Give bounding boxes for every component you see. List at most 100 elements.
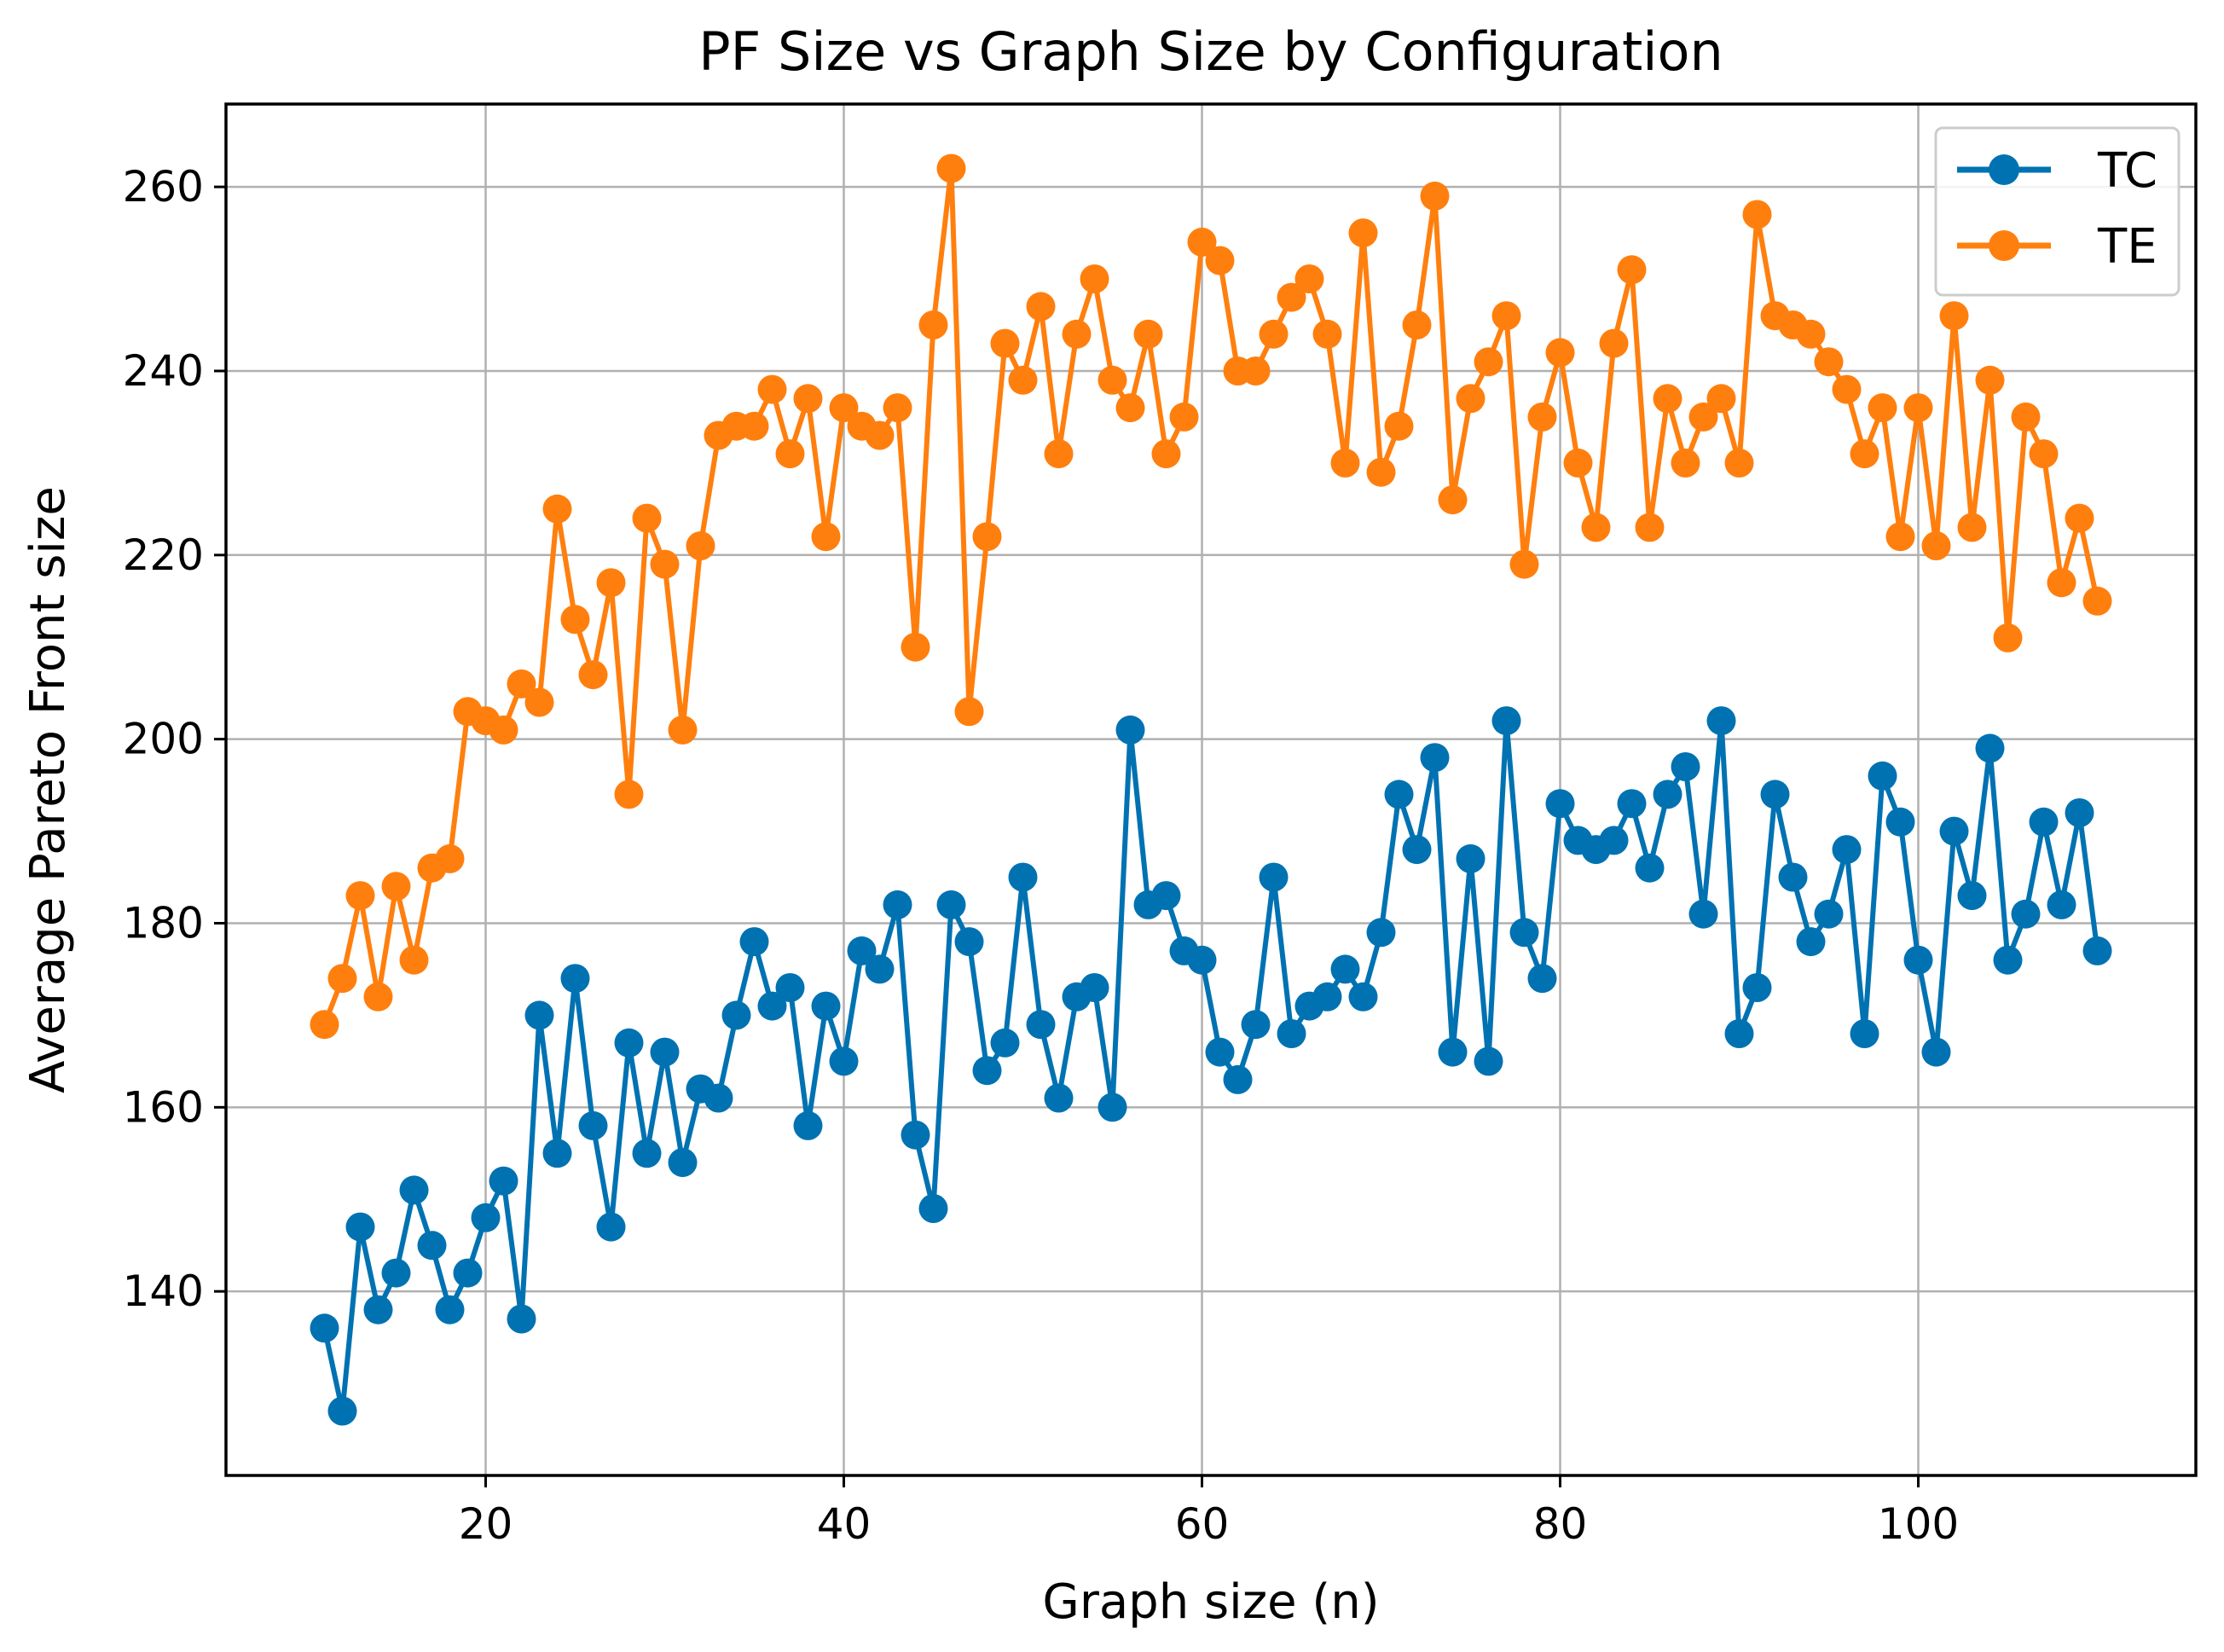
series-te-point [1438, 485, 1468, 515]
series-te-point [1706, 384, 1736, 414]
series-te-point [2082, 586, 2112, 616]
series-tc-point [775, 973, 805, 1002]
series-tc-point [1026, 1010, 1056, 1040]
series-tc-point [739, 927, 769, 957]
x-axis-label: Graph size (n) [1042, 1574, 1379, 1630]
series-te-point [1474, 347, 1503, 377]
series-tc-point [1706, 706, 1736, 736]
series-te-point [1635, 513, 1665, 542]
y-tick-label: 220 [123, 530, 204, 580]
series-te-point [524, 687, 554, 717]
series-te-point [1814, 347, 1844, 377]
series-te-point [1724, 448, 1754, 478]
series-te-point [2011, 402, 2041, 432]
series-te-point [1026, 292, 1056, 322]
x-tick-label: 20 [459, 1499, 513, 1549]
series-tc-point [1760, 780, 1790, 809]
series-tc-point [560, 964, 590, 994]
series-te-point [954, 697, 984, 727]
series-te-point [345, 881, 375, 911]
series-te-point [1671, 448, 1700, 478]
series-te-point [1850, 439, 1879, 469]
series-te-point [793, 384, 823, 414]
series-te-point [990, 328, 1020, 358]
series-tc-point [1832, 835, 1862, 865]
series-te-point [1044, 439, 1074, 469]
series-tc-point [435, 1295, 465, 1324]
series-tc-point [1617, 789, 1647, 819]
series-tc [310, 706, 2112, 1426]
series-te-point [865, 420, 895, 450]
series-tc-point [650, 1037, 680, 1067]
series-tc-point [1796, 927, 1826, 957]
y-tick-label: 200 [123, 715, 204, 764]
series-te-point [435, 843, 465, 873]
y-tick-label: 260 [123, 162, 204, 212]
series-tc-point [1993, 945, 2023, 975]
series-te-point [811, 522, 841, 552]
series-te-point [327, 964, 357, 994]
series-tc-point [614, 1028, 644, 1058]
series-te-point [1939, 301, 1969, 331]
series-te-point [1187, 227, 1217, 257]
series-tc-point [1975, 733, 2005, 763]
series-tc-point [1348, 982, 1378, 1011]
series-tc-line [321, 718, 2100, 1414]
series-tc-point [1187, 945, 1217, 975]
series-te-point [686, 531, 715, 560]
series-te-point [2065, 503, 2094, 533]
series-te-point [1420, 181, 1450, 211]
series-tc-point [1384, 780, 1414, 809]
series-te-point [829, 393, 859, 423]
series-tc-point [310, 1313, 339, 1343]
series-tc-point [1724, 1019, 1754, 1048]
series-te-point [1294, 264, 1324, 293]
series-te-point [1688, 402, 1718, 432]
series-tc-point [1903, 945, 1933, 975]
series-te-point [1796, 319, 1826, 349]
series-tc-point [1474, 1046, 1503, 1076]
series-tc-point [1098, 1093, 1127, 1122]
series-te-point [739, 411, 769, 441]
series-tc-point [1778, 862, 1808, 892]
series-tc-point [1850, 1019, 1879, 1048]
series-tc-point [954, 927, 984, 957]
series-te-point [363, 982, 393, 1011]
series-tc-point [471, 1203, 501, 1232]
series-tc-point [2011, 899, 2041, 929]
legend: TC TE [1934, 126, 2181, 297]
series-te-point [1563, 448, 1593, 478]
series-te-point [936, 154, 966, 183]
series-te-point [1115, 393, 1145, 423]
series-te-point [1545, 338, 1575, 368]
series-te-point [1133, 319, 1163, 349]
series-tc-point [578, 1110, 608, 1140]
series-te-point [1832, 374, 1862, 404]
series-te-point [1581, 513, 1611, 542]
series-tc-point [489, 1166, 518, 1196]
series-tc-point [507, 1304, 536, 1334]
series-tc-point [704, 1083, 733, 1113]
series-tc-point [972, 1056, 1002, 1086]
series-te-point [560, 605, 590, 635]
series-te-point [614, 780, 644, 809]
series-tc-point [1653, 780, 1682, 809]
series-tc-point [918, 1194, 948, 1223]
series-tc-point [1044, 1083, 1074, 1113]
series-tc-point [1241, 1010, 1271, 1040]
y-axis-label: Average Pareto Front size [20, 486, 76, 1093]
series-tc-point [883, 890, 912, 919]
series-te-point [1402, 310, 1432, 339]
series-tc-point [793, 1110, 823, 1140]
series-te-point [596, 568, 626, 598]
series-tc-point [936, 890, 966, 919]
series-tc-point [1599, 826, 1629, 855]
series-tc-point [327, 1396, 357, 1426]
series-tc-point [596, 1212, 626, 1242]
series-te-point [1491, 301, 1521, 331]
series-tc-point [901, 1120, 930, 1150]
series-te-point [578, 660, 608, 690]
series-tc-point [721, 1000, 751, 1030]
